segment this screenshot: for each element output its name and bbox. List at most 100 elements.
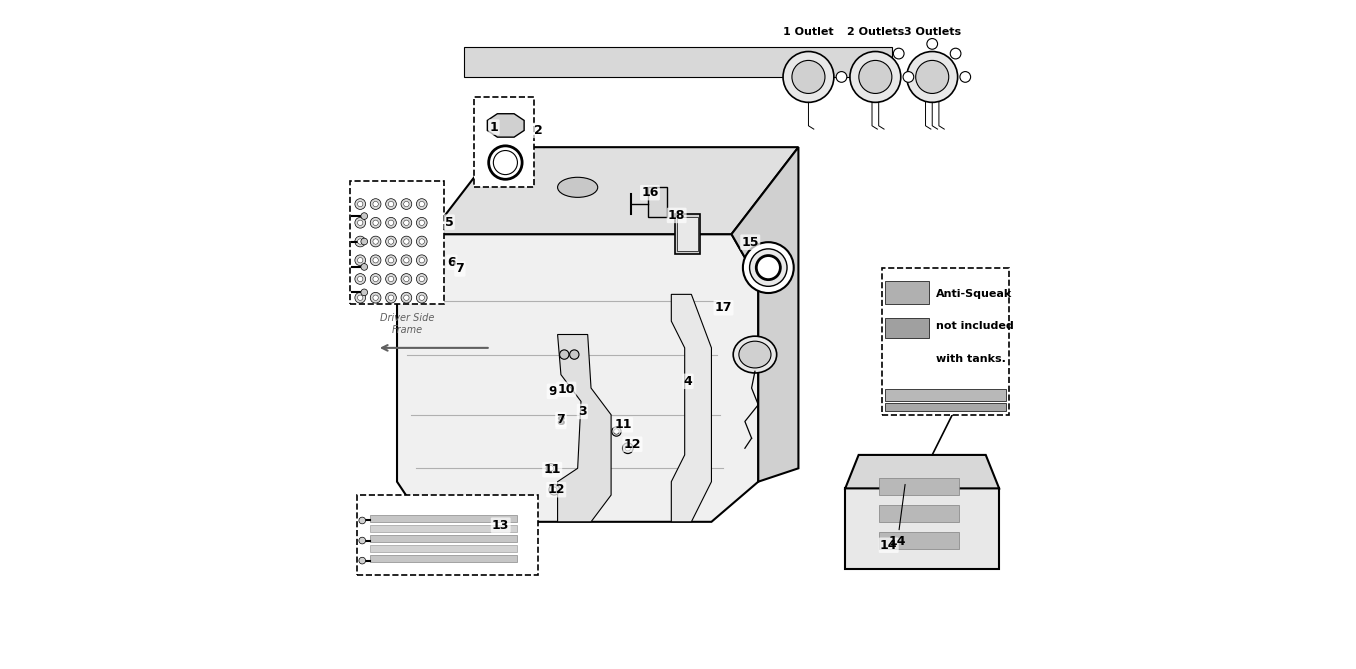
Circle shape [355,274,366,284]
Bar [879,478,959,495]
Text: Anti-Squeak: Anti-Squeak [936,290,1012,299]
Circle shape [858,60,892,94]
Circle shape [570,350,579,359]
Polygon shape [845,488,999,569]
Text: with tanks.: with tanks. [936,354,1005,363]
Circle shape [373,258,378,263]
Circle shape [359,517,366,524]
Polygon shape [731,147,799,482]
Text: 10: 10 [557,383,575,396]
Circle shape [355,255,366,266]
Circle shape [373,201,378,207]
Circle shape [373,276,378,282]
Text: 2 Outlets: 2 Outlets [846,27,904,37]
Circle shape [388,239,393,244]
Text: 14: 14 [880,539,898,552]
Circle shape [928,39,937,50]
Circle shape [373,220,378,225]
Circle shape [419,201,424,207]
Bar [885,389,1006,401]
Circle shape [388,258,393,263]
Circle shape [370,274,381,284]
Text: 13: 13 [492,518,510,532]
Circle shape [419,220,424,225]
Circle shape [355,199,366,209]
Circle shape [361,264,367,270]
Circle shape [612,427,621,436]
Text: 8: 8 [556,415,565,428]
Text: 14: 14 [888,484,906,548]
Circle shape [494,151,518,175]
Circle shape [622,443,633,454]
Circle shape [370,292,381,303]
Circle shape [404,276,410,282]
Circle shape [419,295,424,300]
Circle shape [960,72,971,82]
Circle shape [419,239,424,244]
Polygon shape [430,147,799,234]
Circle shape [358,295,363,300]
Circle shape [361,238,367,245]
Text: 9: 9 [548,385,556,398]
Circle shape [358,258,363,263]
Text: 5: 5 [445,215,453,229]
Circle shape [416,255,427,266]
Bar [370,515,518,522]
Circle shape [401,236,412,247]
Circle shape [385,236,396,247]
Ellipse shape [734,337,777,373]
Bar [677,217,698,251]
Circle shape [907,52,957,102]
Text: 17: 17 [715,301,732,314]
Text: 4: 4 [683,375,693,388]
Circle shape [385,292,396,303]
Text: 12: 12 [548,483,565,496]
Circle shape [614,429,620,434]
Bar [881,268,1009,415]
Bar [885,318,929,338]
Circle shape [837,72,848,82]
Bar [879,532,959,549]
Bar [370,545,518,552]
Circle shape [546,464,556,473]
Circle shape [358,276,363,282]
Text: 7: 7 [456,262,464,276]
Circle shape [385,199,396,209]
Bar [675,214,700,254]
Bar [370,535,518,542]
Circle shape [757,256,780,280]
Text: 7: 7 [556,413,565,426]
Circle shape [792,60,824,94]
Text: 18: 18 [669,209,685,222]
Circle shape [404,220,410,225]
Circle shape [358,201,363,207]
Text: 1: 1 [490,120,499,134]
Text: not included: not included [936,322,1013,331]
Circle shape [359,537,366,544]
Circle shape [401,292,412,303]
Circle shape [951,48,961,59]
Text: 6: 6 [447,256,456,269]
Polygon shape [845,455,999,488]
Text: 3: 3 [578,405,587,418]
Circle shape [552,487,557,492]
Circle shape [385,255,396,266]
Circle shape [358,239,363,244]
Circle shape [373,239,378,244]
Circle shape [850,52,900,102]
Text: 15: 15 [742,235,759,249]
Circle shape [370,199,381,209]
Bar [885,403,1006,411]
Circle shape [401,274,412,284]
Circle shape [359,557,366,564]
Circle shape [388,276,393,282]
Circle shape [404,258,410,263]
Circle shape [358,220,363,225]
Polygon shape [671,294,712,522]
Circle shape [488,146,522,179]
Circle shape [915,60,949,94]
Circle shape [419,258,424,263]
Circle shape [419,276,424,282]
Text: 16: 16 [641,186,659,199]
Bar [475,97,534,187]
